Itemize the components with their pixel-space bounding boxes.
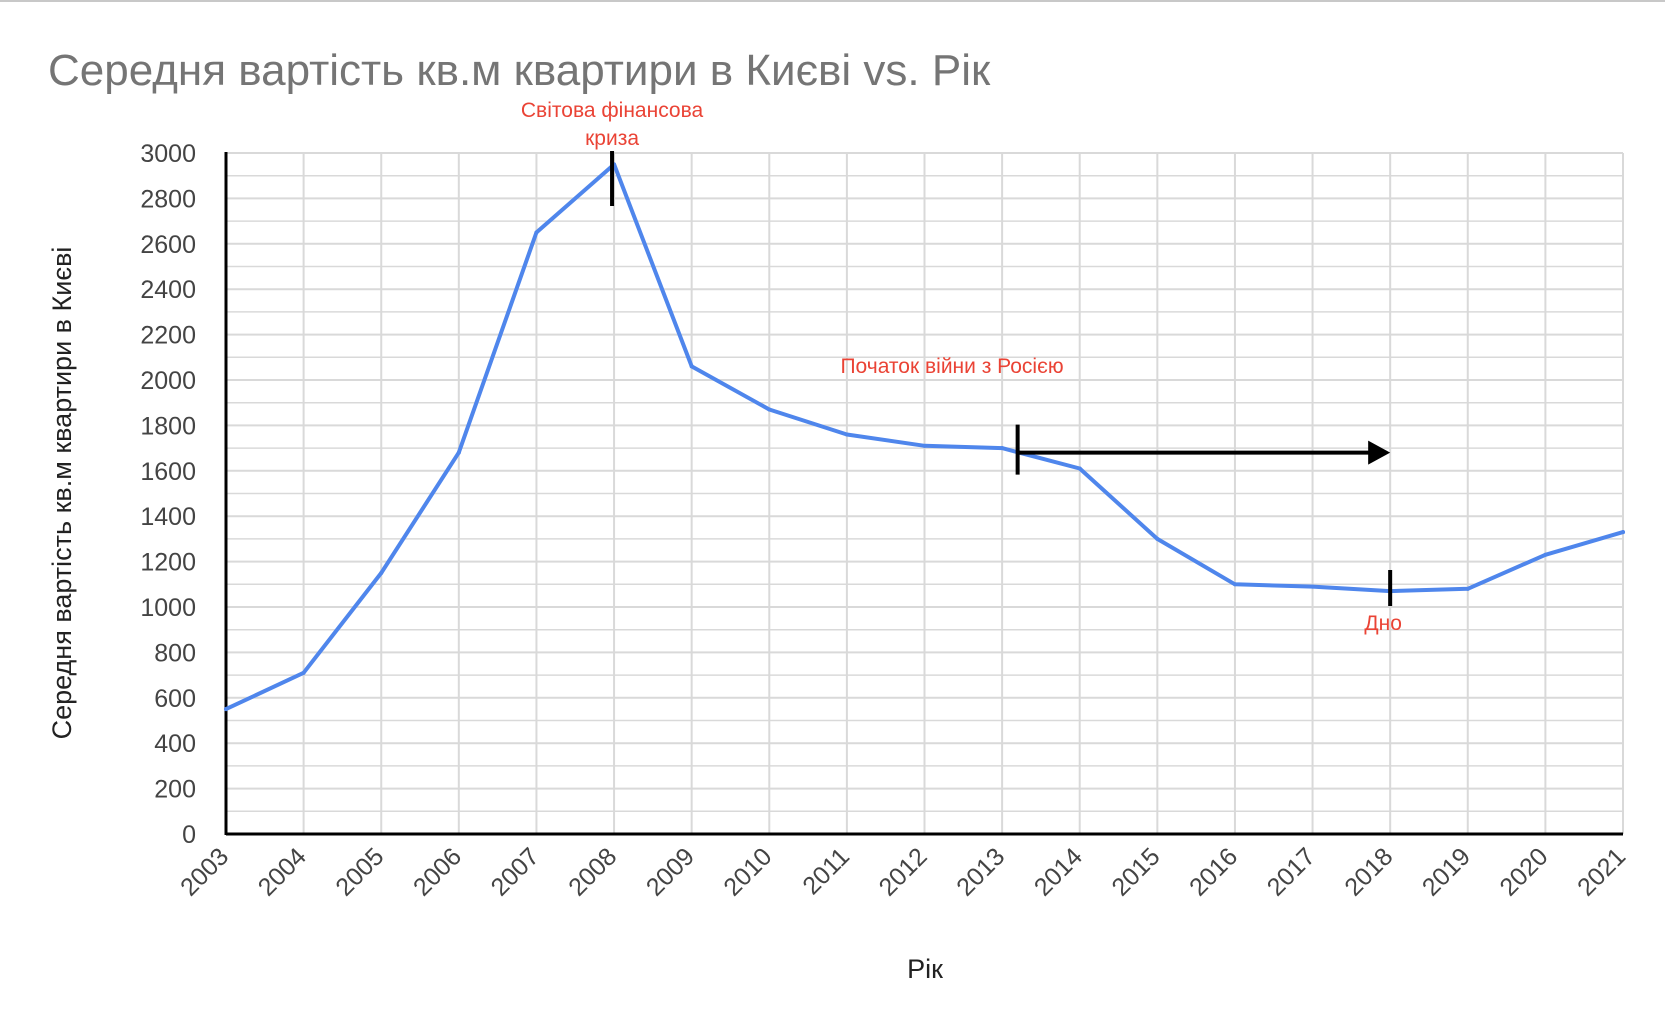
x-tick-label: 2005 xyxy=(330,842,389,901)
y-axis-title: Середня вартість кв.м квартири в Києві xyxy=(47,247,77,740)
x-tick-label: 2004 xyxy=(253,842,312,901)
y-tick-label: 3000 xyxy=(140,140,196,168)
y-tick-label: 2600 xyxy=(140,231,196,259)
x-tick-label: 2020 xyxy=(1494,842,1553,901)
x-tick-label: 2016 xyxy=(1184,842,1243,901)
data-point xyxy=(1077,466,1082,471)
annotation-crisis-label: Світова фінансова криза xyxy=(521,99,704,150)
data-point xyxy=(1232,582,1237,587)
y-tick-label: 0 xyxy=(182,821,196,849)
grid-lines xyxy=(224,152,1624,836)
data-point xyxy=(1155,536,1160,541)
top-border xyxy=(0,0,1665,2)
data-point xyxy=(844,432,849,437)
x-tick-label: 2012 xyxy=(874,842,933,901)
data-point xyxy=(1000,446,1005,451)
war-arrow-head xyxy=(1368,440,1391,465)
y-tick-label: 1400 xyxy=(140,503,196,531)
x-tick-label: 2007 xyxy=(486,842,545,901)
data-point xyxy=(456,450,461,455)
x-tick-label: 2011 xyxy=(797,842,855,900)
x-tick-label: 2009 xyxy=(641,842,700,901)
y-tick-label: 2400 xyxy=(140,276,196,304)
data-point xyxy=(1621,530,1625,535)
y-tick-label: 400 xyxy=(154,730,196,758)
y-tick-labels: 0 200 400 600 800 1000 1200 1400 1600 1800 2000 220… xyxy=(140,140,196,849)
data-point xyxy=(301,670,306,675)
data-point xyxy=(1543,552,1548,557)
data-point xyxy=(1465,586,1470,591)
x-tick-label: 2003 xyxy=(175,842,234,901)
x-tick-label: 2021 xyxy=(1572,842,1631,901)
y-tick-label: 2200 xyxy=(140,322,196,350)
y-tick-label: 1000 xyxy=(140,594,196,622)
y-tick-label: 2000 xyxy=(140,367,196,395)
chart-title: Середня вартість кв.м квартири в Києві v… xyxy=(48,46,991,95)
y-tick-label: 1200 xyxy=(140,549,196,577)
annotations: Світова фінансова криза Початок війни з Ро… xyxy=(521,99,1402,635)
x-tick-label: 2008 xyxy=(563,842,622,901)
y-tick-label: 600 xyxy=(154,685,196,713)
data-point xyxy=(922,443,927,448)
x-tick-label: 2006 xyxy=(408,842,467,901)
x-tick-label: 2015 xyxy=(1106,842,1165,901)
x-tick-label: 2013 xyxy=(951,842,1010,901)
x-tick-label: 2019 xyxy=(1417,842,1476,901)
annotation-bottom-label: Дно xyxy=(1364,612,1402,635)
data-point xyxy=(689,364,694,369)
x-tick-label: 2017 xyxy=(1262,842,1321,901)
data-point xyxy=(1310,584,1315,589)
x-tick-label: 2014 xyxy=(1029,842,1088,901)
data-point xyxy=(224,707,228,712)
y-tick-label: 1600 xyxy=(140,458,196,486)
data-point xyxy=(767,407,772,412)
data-point xyxy=(379,570,384,575)
annotation-war-label: Початок війни з Росією xyxy=(840,355,1063,378)
data-point xyxy=(534,230,539,235)
y-tick-label: 200 xyxy=(154,776,196,804)
y-tick-label: 1800 xyxy=(140,412,196,440)
y-tick-label: 800 xyxy=(154,639,196,667)
x-tick-label: 2010 xyxy=(718,842,777,901)
x-axis-title: Рік xyxy=(907,954,943,984)
x-tick-label: 2018 xyxy=(1339,842,1398,901)
x-tick-labels: 2003 2004 2005 2006 2007 2008 2009 2010 2011 2012… xyxy=(175,842,1631,901)
y-tick-label: 2800 xyxy=(140,185,196,213)
